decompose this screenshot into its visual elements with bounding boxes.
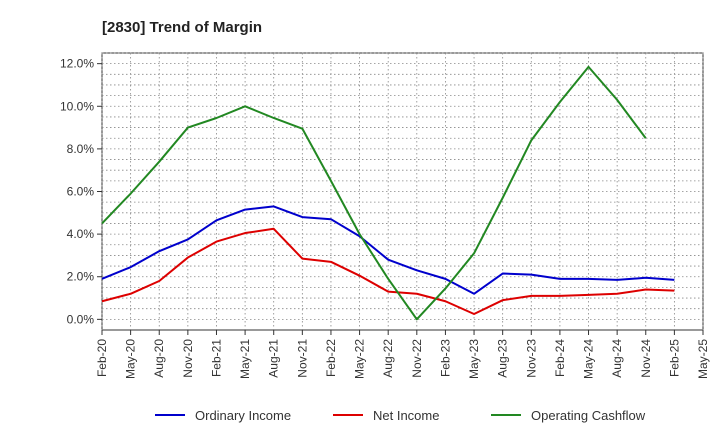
x-tick-label: Aug-21 — [267, 339, 281, 378]
x-tick-label: Aug-23 — [496, 339, 510, 378]
x-tick-label: Nov-22 — [410, 339, 424, 378]
x-tick-label: May-21 — [238, 339, 252, 379]
x-tick-label: May-25 — [696, 339, 710, 379]
x-tick-label: Aug-20 — [152, 339, 166, 378]
x-tick-label: Feb-24 — [553, 339, 567, 377]
legend-label-operating-cashflow: Operating Cashflow — [531, 408, 646, 423]
y-tick-label: 0.0% — [67, 312, 95, 326]
x-tick-label: May-24 — [582, 339, 596, 379]
chart-title: [2830] Trend of Margin — [102, 19, 262, 36]
x-tick-label: Feb-23 — [438, 339, 452, 377]
x-tick-label: May-23 — [467, 339, 481, 379]
series-line-ordinary-income — [101, 205, 675, 295]
x-tick-label: Feb-21 — [209, 339, 223, 377]
legend-label-net-income: Net Income — [373, 408, 439, 423]
x-tick-label: Aug-24 — [610, 339, 624, 378]
y-axis: 0.0% 2.0% 4.0% 6.0% 8.0% 10.0% 12.0% — [60, 57, 102, 326]
legend: Ordinary Income Net Income Operating Cashf… — [155, 408, 646, 423]
x-tick-label: May-20 — [124, 339, 138, 379]
y-tick-label: 12.0% — [60, 57, 94, 71]
x-tick-label: Nov-21 — [295, 339, 309, 378]
x-tick-label: Feb-20 — [95, 339, 109, 377]
x-tick-label: Feb-22 — [324, 339, 338, 377]
x-tick-label: Nov-20 — [181, 339, 195, 378]
series-lines — [101, 65, 675, 321]
legend-label-ordinary-income: Ordinary Income — [195, 408, 291, 423]
x-tick-label: May-22 — [353, 339, 367, 379]
x-tick-label: Feb-25 — [667, 339, 681, 377]
y-tick-label: 4.0% — [67, 227, 95, 241]
x-tick-label: Aug-22 — [381, 339, 395, 378]
series-line-operating-cashflow — [101, 65, 647, 321]
y-tick-label: 2.0% — [67, 270, 95, 284]
x-axis: Feb-20 May-20 Aug-20 Nov-20 Feb-21 May-21 Aug-… — [95, 330, 710, 379]
y-tick-label: 6.0% — [67, 185, 95, 199]
y-tick-label: 10.0% — [60, 99, 94, 113]
y-tick-label: 8.0% — [67, 142, 95, 156]
x-tick-label: Nov-23 — [524, 339, 538, 378]
grid — [101, 52, 704, 330]
x-tick-label: Nov-24 — [639, 339, 653, 378]
series-line-net-income — [101, 227, 675, 316]
